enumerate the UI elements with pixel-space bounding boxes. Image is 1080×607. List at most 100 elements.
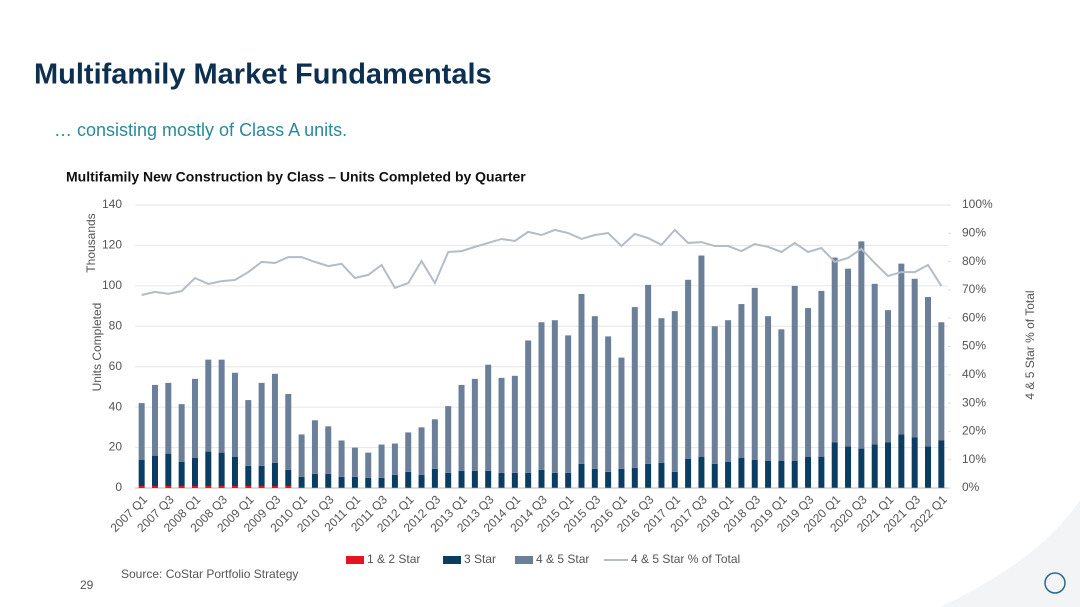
bar-segment: [738, 457, 745, 487]
bar-segment: [445, 486, 452, 488]
bar-segment: [671, 486, 678, 488]
bar-segment: [365, 477, 372, 487]
bar-segment: [338, 476, 345, 487]
bar-segment: [165, 485, 172, 488]
y-tick-label: 80: [109, 318, 123, 332]
bar-segment: [605, 471, 612, 487]
bar-segment: [605, 336, 612, 472]
y-axis-label: Units Completed: [90, 303, 104, 392]
bar-segment: [525, 472, 532, 487]
bar-segment: [391, 474, 398, 487]
bar-segment: [805, 486, 812, 488]
bar-segment: [191, 457, 198, 486]
legend-label: 1 & 2 Star: [367, 552, 420, 566]
bar-segment: [698, 255, 705, 457]
bar-segment: [725, 461, 732, 487]
bar-segment: [205, 359, 212, 452]
bar-segment: [778, 460, 785, 487]
bar-segment: [698, 456, 705, 487]
bar-segment: [485, 486, 492, 488]
y2-tick-label: 60%: [962, 310, 986, 324]
bar-segment: [605, 486, 612, 488]
source: Source: CoStar Portfolio Strategy: [121, 567, 298, 581]
bar-segment: [538, 322, 545, 470]
bar-segment: [685, 279, 692, 459]
bar-segment: [325, 486, 332, 488]
bar-segment: [578, 463, 585, 487]
bar-segment: [885, 442, 892, 487]
y-tick-label: 40: [109, 399, 123, 413]
bar-segment: [165, 382, 172, 454]
bar-segment: [538, 469, 545, 487]
bar-segment: [298, 486, 305, 488]
y-tick-label: 140: [102, 197, 122, 211]
bar-segment: [138, 459, 145, 486]
bar-segment: [871, 486, 878, 488]
bar-segment: [151, 485, 158, 488]
bar-segment: [578, 293, 585, 464]
bar-segment: [218, 359, 225, 453]
bar-segment: [831, 257, 838, 443]
bar-segment: [791, 460, 798, 487]
bar-segment: [845, 446, 852, 487]
bar-segment: [298, 476, 305, 487]
bar-segment: [191, 378, 198, 458]
y-tick-label: 60: [109, 359, 123, 373]
bar-segment: [405, 432, 412, 472]
bar-segment: [138, 403, 145, 460]
bar-segment: [271, 485, 278, 488]
bar-segment: [765, 460, 772, 487]
bar-segment: [791, 486, 798, 488]
bar-segment: [658, 318, 665, 463]
bar-segment: [511, 472, 518, 487]
bar-segment: [885, 310, 892, 443]
bar-segment: [138, 485, 145, 488]
bar-segment: [671, 471, 678, 487]
bar-segment: [658, 486, 665, 488]
bar-segment: [498, 377, 505, 473]
bar-segment: [871, 283, 878, 445]
bar-segment: [898, 263, 905, 435]
bar-segment: [938, 486, 945, 488]
slide-title: Multifamily Market Fundamentals: [34, 59, 492, 91]
bar-segment: [405, 471, 412, 487]
bar-segment: [778, 329, 785, 461]
bar-segment: [365, 452, 372, 478]
bar-segment: [471, 378, 478, 471]
bar-segment: [845, 486, 852, 488]
y2-tick-label: 30%: [962, 395, 986, 409]
logo: [1044, 572, 1066, 594]
bar-segment: [178, 461, 185, 486]
bar-segment: [365, 486, 372, 488]
y2-tick-label: 10%: [962, 452, 986, 466]
bar-segment: [485, 364, 492, 471]
bar-segment: [525, 340, 532, 473]
bar-segment: [418, 486, 425, 488]
bar-segment: [618, 357, 625, 469]
bar-segment: [218, 485, 225, 488]
bar-segment: [765, 316, 772, 461]
bar-segment: [205, 451, 212, 486]
bar-segment: [151, 384, 158, 456]
bar-segment: [751, 486, 758, 488]
y2-tick-label: 90%: [962, 225, 986, 239]
legend-swatch: [346, 556, 364, 564]
bar-segment: [151, 455, 158, 486]
bar-segment: [311, 420, 318, 474]
bar-segment: [885, 486, 892, 488]
bar-segment: [258, 382, 265, 466]
bar-segment: [631, 486, 638, 488]
bar-segment: [271, 373, 278, 463]
bar-segment: [751, 287, 758, 460]
bar-segment: [711, 326, 718, 464]
bar-segment: [431, 468, 438, 487]
bar-segment: [631, 307, 638, 468]
bar-segment: [285, 394, 292, 470]
bar-segment: [338, 440, 345, 477]
legend-label: 3 Star: [464, 552, 496, 566]
bar-segment: [685, 458, 692, 487]
bar-segment: [325, 426, 332, 474]
bar-segment: [258, 465, 265, 486]
bar-segment: [591, 316, 598, 469]
bar-segment: [898, 486, 905, 488]
